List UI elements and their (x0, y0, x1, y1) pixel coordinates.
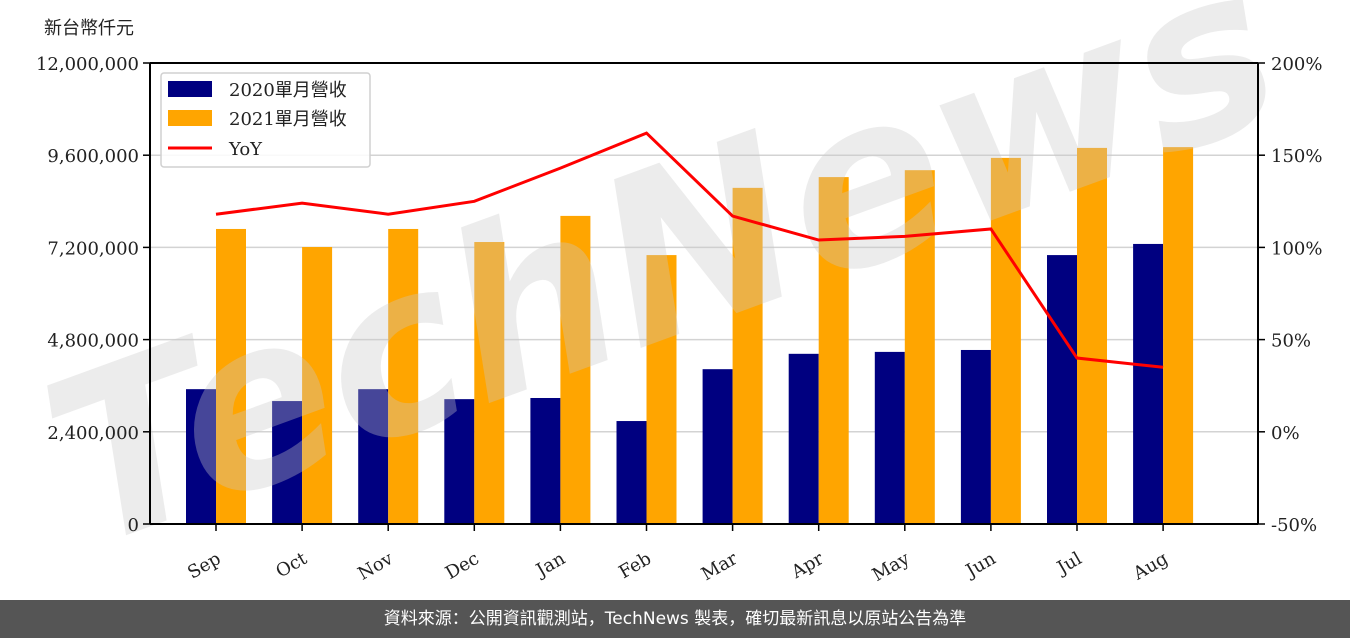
y-tick-label: 12,000,000 (36, 54, 139, 75)
x-tick-label: Dec (442, 548, 483, 584)
y2-tick-label: 200% (1271, 54, 1322, 75)
bar-2020 (272, 401, 303, 524)
bar-2021 (388, 228, 419, 524)
bar-2021 (474, 242, 505, 524)
x-tick-label: Apr (787, 548, 827, 583)
bar-2021 (302, 247, 333, 524)
bar-2020 (874, 351, 905, 524)
source-footer: 資料來源：公開資訊觀測站，TechNews 製表，確切最新訊息以原站公告為準 (0, 600, 1350, 638)
x-tick-label: Mar (698, 548, 742, 585)
y-axis-unit-label: 新台幣仟元 (44, 18, 134, 39)
legend: 2020單月營收 2021單月營收 YoY (160, 72, 371, 168)
bar-2020 (702, 369, 733, 524)
bar-2021 (990, 157, 1021, 524)
y-tick-label: 0 (128, 515, 139, 536)
legend-label: 2021單月營收 (229, 109, 347, 130)
x-tick-label: Oct (272, 548, 311, 583)
y2-tick-label: -50% (1271, 515, 1317, 536)
y-tick-label: 7,200,000 (47, 238, 139, 259)
x-tick-label: Nov (354, 548, 397, 585)
y-tick-label: 4,800,000 (47, 331, 139, 352)
bar-2021 (1163, 147, 1194, 524)
bar-2020 (616, 421, 647, 524)
bar-2021 (646, 255, 677, 525)
bar-2021 (216, 228, 246, 524)
y-tick-label: 9,600,000 (47, 146, 139, 167)
x-tick-label: Feb (615, 548, 655, 583)
yoy-line (215, 131, 1164, 369)
x-tick-label: May (869, 548, 914, 586)
bar-2021 (1077, 147, 1107, 525)
bar-2020 (444, 399, 475, 524)
bar-2021 (732, 187, 763, 524)
y2-tick-label: 100% (1271, 238, 1322, 259)
x-tick-label: Aug (1129, 548, 1172, 585)
legend-label: YoY (228, 139, 263, 160)
y-tick-label: 2,400,000 (47, 423, 139, 444)
bar-2021 (818, 177, 849, 524)
bar-2020 (1133, 243, 1164, 524)
x-tick-label: Jun (961, 548, 1000, 583)
bar-2021 (904, 170, 935, 524)
legend-swatch (168, 110, 212, 126)
legend-swatch (168, 81, 212, 97)
y2-tick-label: 50% (1271, 331, 1311, 352)
bar-2020 (358, 389, 389, 524)
bar-2021 (560, 215, 591, 525)
bar-2020 (1047, 255, 1077, 525)
legend-label: 2020單月營收 (229, 80, 347, 101)
y2-tick-label: 150% (1271, 146, 1322, 167)
bar-2020 (186, 389, 216, 524)
x-tick-label: Jul (1052, 548, 1086, 580)
bars (186, 147, 1194, 525)
bar-2020 (788, 353, 819, 524)
bar-2020 (960, 349, 991, 524)
revenue-chart: TechNews 0 2,400,000 4,800,000 7,200,000 9,60… (16, 0, 1323, 600)
y2-tick-label: 0% (1271, 423, 1300, 444)
bar-2020 (530, 397, 561, 524)
x-tick-label: Jan (531, 548, 569, 582)
source-footer-text: 資料來源：公開資訊觀測站，TechNews 製表，確切最新訊息以原站公告為準 (383, 609, 967, 629)
